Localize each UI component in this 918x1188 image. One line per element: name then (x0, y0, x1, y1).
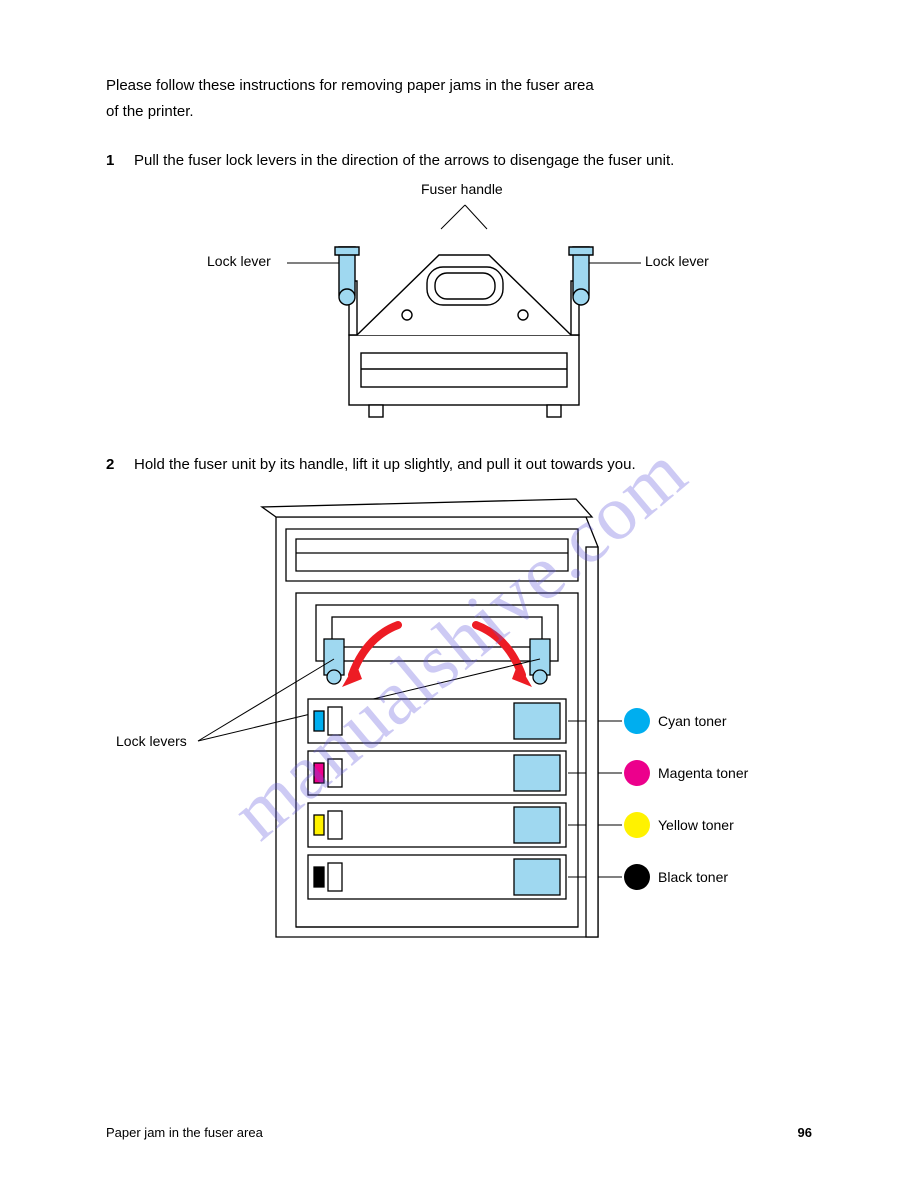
footer-section-title: Paper jam in the fuser area (106, 1125, 263, 1140)
step-1-text: Pull the fuser lock levers in the direct… (134, 151, 812, 171)
dot-magenta (624, 760, 650, 786)
step-2: 2 Hold the fuser unit by its handle, lif… (106, 455, 812, 475)
label-black-toner: Black toner (658, 869, 728, 886)
step-2-number: 2 (106, 455, 126, 475)
label-lock-levers: Lock levers (116, 733, 187, 750)
fuser-unit-svg (179, 185, 739, 445)
footer-page-number: 96 (798, 1125, 812, 1140)
label-yellow-toner: Yellow toner (658, 817, 734, 834)
dot-cyan (624, 708, 650, 734)
step-2-text: Hold the fuser unit by its handle, lift … (134, 455, 812, 475)
step-1-number: 1 (106, 151, 126, 171)
dot-yellow (624, 812, 650, 838)
intro-line-1: Please follow these instructions for rem… (106, 76, 812, 96)
step-1: 1 Pull the fuser lock levers in the dire… (106, 151, 812, 171)
figure-fuser-unit: Fuser handle Lock lever Lock lever (179, 185, 739, 445)
label-lock-lever-left: Lock lever (207, 253, 271, 270)
intro-line-2: of the printer. (106, 102, 812, 122)
label-magenta-toner: Magenta toner (658, 765, 748, 782)
page-root: Please follow these instructions for rem… (0, 0, 918, 1188)
label-cyan-toner: Cyan toner (658, 713, 726, 730)
label-lock-lever-right: Lock lever (645, 253, 709, 270)
figure-printer-open: Lock levers Cyan toner Magenta toner Yel… (146, 489, 766, 969)
label-fuser-handle: Fuser handle (421, 181, 503, 198)
dot-black (624, 864, 650, 890)
